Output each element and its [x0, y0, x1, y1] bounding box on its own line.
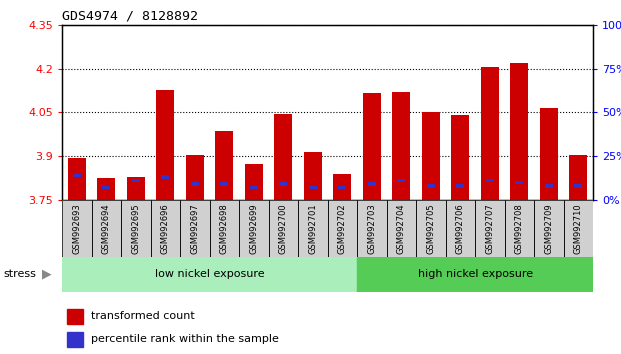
Text: GSM992702: GSM992702	[338, 203, 347, 254]
Text: stress: stress	[3, 269, 36, 279]
Bar	[68, 332, 83, 347]
Bar	[191, 183, 199, 186]
Text: GSM992703: GSM992703	[368, 203, 376, 254]
Text: GSM992701: GSM992701	[309, 203, 317, 254]
Text: GDS4974 / 8128892: GDS4974 / 8128892	[62, 9, 198, 22]
Bar	[186, 155, 204, 200]
Bar	[338, 186, 347, 189]
Text: GSM992708: GSM992708	[515, 203, 524, 254]
Bar	[68, 158, 86, 200]
Bar	[245, 164, 263, 200]
Bar	[392, 92, 410, 200]
Text: high nickel exposure: high nickel exposure	[417, 269, 533, 279]
Bar	[250, 186, 258, 189]
Text: GSM992710: GSM992710	[574, 203, 582, 254]
Bar	[574, 184, 582, 188]
Bar	[73, 174, 81, 177]
Text: GSM992695: GSM992695	[132, 203, 140, 254]
Bar	[363, 93, 381, 200]
Bar	[515, 181, 524, 184]
Bar	[68, 309, 83, 324]
Bar	[132, 179, 140, 182]
Bar	[127, 177, 145, 200]
Text: GSM992694: GSM992694	[102, 203, 111, 254]
Bar	[456, 184, 465, 188]
Bar	[102, 186, 111, 189]
Bar	[279, 183, 288, 186]
Text: GSM992700: GSM992700	[279, 203, 288, 254]
Bar	[481, 67, 499, 200]
Bar	[62, 257, 357, 292]
Bar	[333, 174, 351, 200]
Bar	[427, 184, 435, 188]
Text: GSM992707: GSM992707	[486, 203, 494, 254]
Bar	[397, 179, 406, 182]
Text: percentile rank within the sample: percentile rank within the sample	[91, 335, 279, 344]
Bar	[304, 152, 322, 200]
Text: GSM992693: GSM992693	[73, 203, 81, 254]
Bar	[368, 183, 376, 186]
Bar	[545, 184, 553, 188]
Text: GSM992697: GSM992697	[191, 203, 199, 254]
Bar	[156, 91, 174, 200]
Text: GSM992705: GSM992705	[427, 203, 435, 254]
Text: GSM992696: GSM992696	[161, 203, 170, 254]
Text: GSM992704: GSM992704	[397, 203, 406, 254]
Text: ▶: ▶	[42, 268, 52, 281]
Text: GSM992698: GSM992698	[220, 203, 229, 254]
Bar	[569, 155, 587, 200]
Bar	[215, 131, 233, 200]
Text: low nickel exposure: low nickel exposure	[155, 269, 265, 279]
Bar	[97, 178, 115, 200]
Bar	[451, 115, 469, 200]
Bar	[486, 179, 494, 182]
Bar	[422, 113, 440, 200]
Text: GSM992709: GSM992709	[545, 203, 553, 254]
Text: GSM992706: GSM992706	[456, 203, 465, 254]
Bar	[540, 108, 558, 200]
Bar	[161, 176, 170, 179]
Bar	[357, 257, 593, 292]
Bar	[510, 63, 528, 200]
Bar	[309, 186, 317, 189]
Bar	[274, 114, 292, 200]
Text: GSM992699: GSM992699	[250, 203, 258, 254]
Text: transformed count: transformed count	[91, 312, 194, 321]
Bar	[220, 183, 229, 186]
